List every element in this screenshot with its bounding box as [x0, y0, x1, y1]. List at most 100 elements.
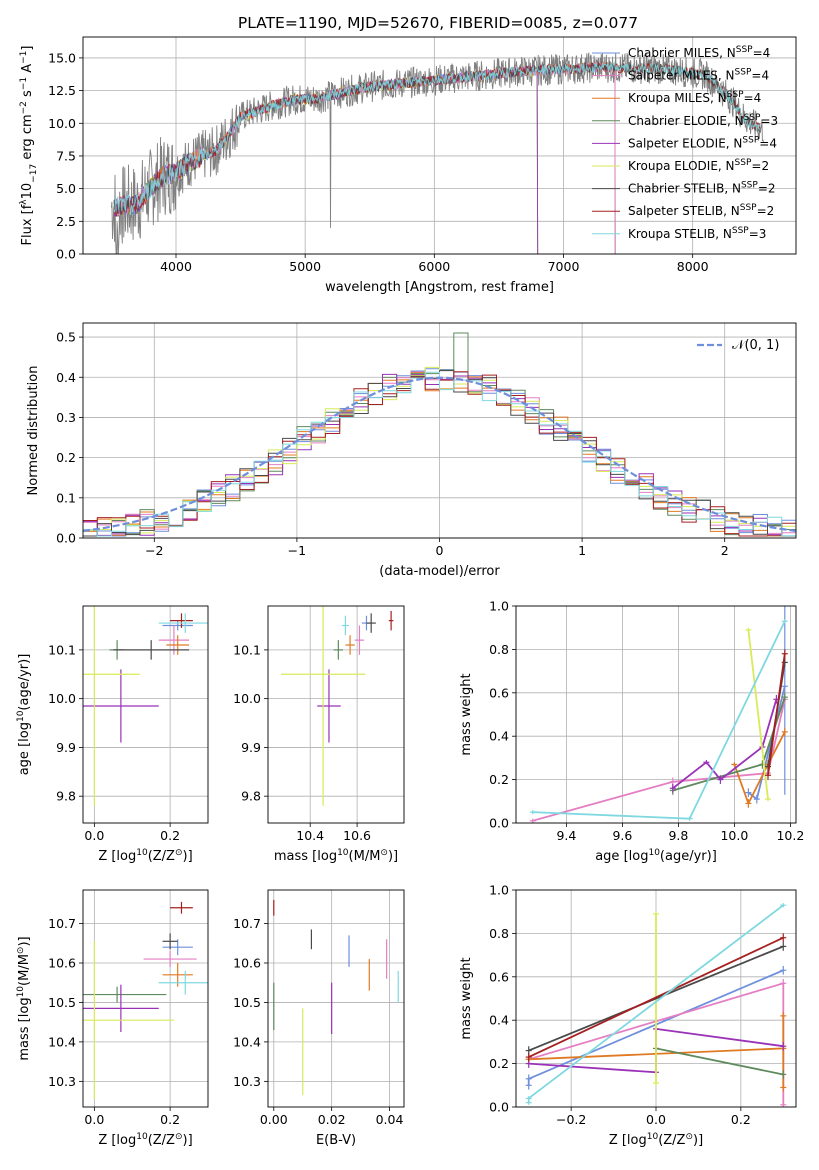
series-line [528, 936, 784, 1058]
plot-area [83, 901, 208, 1100]
plot-area [525, 903, 787, 1107]
series-kroupa_stelib [525, 903, 787, 1105]
axes-frame [82, 322, 797, 539]
x-tick-label: 9.4 [556, 828, 576, 843]
y-tick-label: 0.6 [489, 685, 509, 700]
legend-label-part: SSP [735, 158, 752, 168]
point-kroupa_stelib [341, 615, 349, 636]
y-axis-label-part: −1 [19, 77, 29, 90]
legend-label-part: Kroupa STELIB, N [628, 227, 732, 241]
legend-label: Salpeter MILES, NSSP=4 [628, 68, 769, 83]
panel-mass_vs_Z: 0.0 0.210.310.410.510.610.7Z [log10(Z/Z⊙)… [16, 889, 209, 1148]
x-axis-label-part: )] [388, 849, 398, 864]
point-chabrier_stelib [113, 640, 190, 660]
y-tick-label: 0.0 [489, 816, 509, 831]
y-tick-label: 10.5 [48, 995, 76, 1010]
figure-title: PLATE=1190, MJD=52670, FIBERID=0085, z=0… [238, 14, 638, 32]
legend-label: Kroupa ELODIE, NSSP=2 [628, 158, 769, 173]
x-axis-label-part: 10 [136, 848, 148, 858]
y-axis-label-part: −17 [29, 164, 39, 183]
y-tick-label: 10.4 [48, 1034, 76, 1049]
x-tick-label: 2 [721, 543, 729, 558]
x-axis-label-part: (M/M [349, 849, 381, 864]
legend-label-part: SSP [735, 68, 752, 78]
histogram-kroupa_stelib [83, 371, 796, 537]
y-tick-label: 1.0 [489, 883, 509, 898]
x-tick-label: −2 [145, 543, 163, 558]
normal-curve [83, 376, 796, 533]
x-tick-label: 0 [436, 543, 444, 558]
plot-area [273, 899, 399, 1096]
x-tick-label: −1 [288, 543, 306, 558]
point-kroupa_elodie [83, 606, 140, 806]
x-tick-label: 0.2 [160, 1112, 180, 1127]
axes-frame [267, 889, 405, 1108]
panels: 4000 5000 6000 7000 80000.02.55.07.510.012.5… [16, 36, 804, 1148]
x-axis-label-part: 10 [136, 1132, 148, 1142]
x-axis-label-part: ⊙ [380, 848, 388, 858]
point-salpeter_elodie [83, 669, 159, 743]
legend-label-part: =4 [751, 69, 769, 83]
point-salpeter_elodie [83, 984, 159, 1033]
series-kroupa_miles [731, 727, 788, 808]
y-axis-label-part: Flux [f [20, 204, 35, 245]
y-axis-label-part: A [20, 64, 35, 77]
legend-label: Kroupa STELIB, NSSP=3 [628, 226, 766, 241]
x-tick-label: 10.0 [720, 828, 748, 843]
y-axis-label: Normed distribution [26, 366, 41, 496]
panel-age_vs_mass: 10.4 10.6 9.8 9.9 10.0 10.1 mass [log10(M/M⊙)] [233, 605, 405, 864]
plot-area [83, 332, 796, 537]
legend-label-part: Salpeter ELODIE, N [628, 136, 742, 150]
point-chabrier_stelib [162, 933, 178, 950]
y-tick-label: 10.5 [233, 995, 261, 1010]
y-tick-label: 0.2 [489, 772, 509, 787]
legend-label-part: Kroupa ELODIE, N [628, 159, 735, 173]
y-tick-label: 9.9 [241, 740, 261, 755]
legend-label: Salpeter STELIB, NSSP=2 [628, 203, 774, 218]
panel-weight_vs_age: 9.4 9.6 9.8 10.0 10.2 0.0 0.2 0.4 0.6 0.8 1.0 age [… [459, 599, 804, 865]
x-tick-label: 0.02 [318, 1112, 346, 1127]
x-axis-label-part: 10 [648, 848, 660, 858]
x-tick-label: 7000 [548, 259, 580, 274]
series-line [532, 620, 786, 820]
y-axis-label-part: ] [20, 46, 35, 51]
x-axis-label-part: ⊙ [175, 848, 183, 858]
legend-label-part: =2 [751, 159, 769, 173]
y-tick-label: 10.6 [48, 955, 76, 970]
x-axis-label-part: ⊙ [175, 1132, 183, 1142]
x-tick-label: 9.8 [668, 828, 688, 843]
legend-label-part: Kroupa MILES, N [628, 91, 727, 105]
y-tick-label: 5.0 [56, 181, 76, 196]
x-tick-label: 4000 [160, 259, 192, 274]
point-kroupa_stelib [158, 613, 208, 633]
series-salpeter_stelib [525, 933, 787, 1062]
y-axis-label-part: −2 [19, 101, 29, 114]
y-tick-label: 0.8 [489, 926, 509, 941]
y-tick-label: 10.0 [233, 691, 261, 706]
y-axis-label-part: 10 [16, 986, 26, 998]
plot-area [529, 606, 788, 823]
y-tick-label: 0.0 [489, 1100, 509, 1115]
series-chabrier_stelib [525, 942, 787, 1055]
y-tick-label: 0.4 [489, 729, 509, 744]
y-axis-label-part: (M/M [17, 954, 32, 986]
x-tick-label: 0.2 [160, 828, 180, 843]
x-axis-label-part: )] [183, 849, 193, 864]
point-chabrier_miles [162, 939, 193, 956]
y-tick-label: 0.6 [489, 969, 509, 984]
y-tick-label: 10.0 [48, 691, 76, 706]
x-axis-label: Z [log10(Z/Z⊙)] [98, 1132, 192, 1148]
point-chabrier_stelib [366, 613, 376, 633]
point-salpeter_stelib [388, 610, 394, 631]
y-tick-label: 0.3 [56, 410, 76, 425]
y-axis-label-part: s [20, 90, 35, 101]
point-salpeter_elodie [317, 669, 341, 743]
y-axis-label-part: 10 [16, 710, 26, 722]
x-tick-label: 5000 [289, 259, 321, 274]
series-kroupa_elodie [745, 627, 771, 802]
x-tick-label: 0.0 [84, 828, 104, 843]
model-spectrum-kroupa_stelib [113, 61, 761, 216]
y-axis-label: mass [log10(M/M⊙)] [16, 936, 32, 1060]
series-line [747, 629, 769, 800]
